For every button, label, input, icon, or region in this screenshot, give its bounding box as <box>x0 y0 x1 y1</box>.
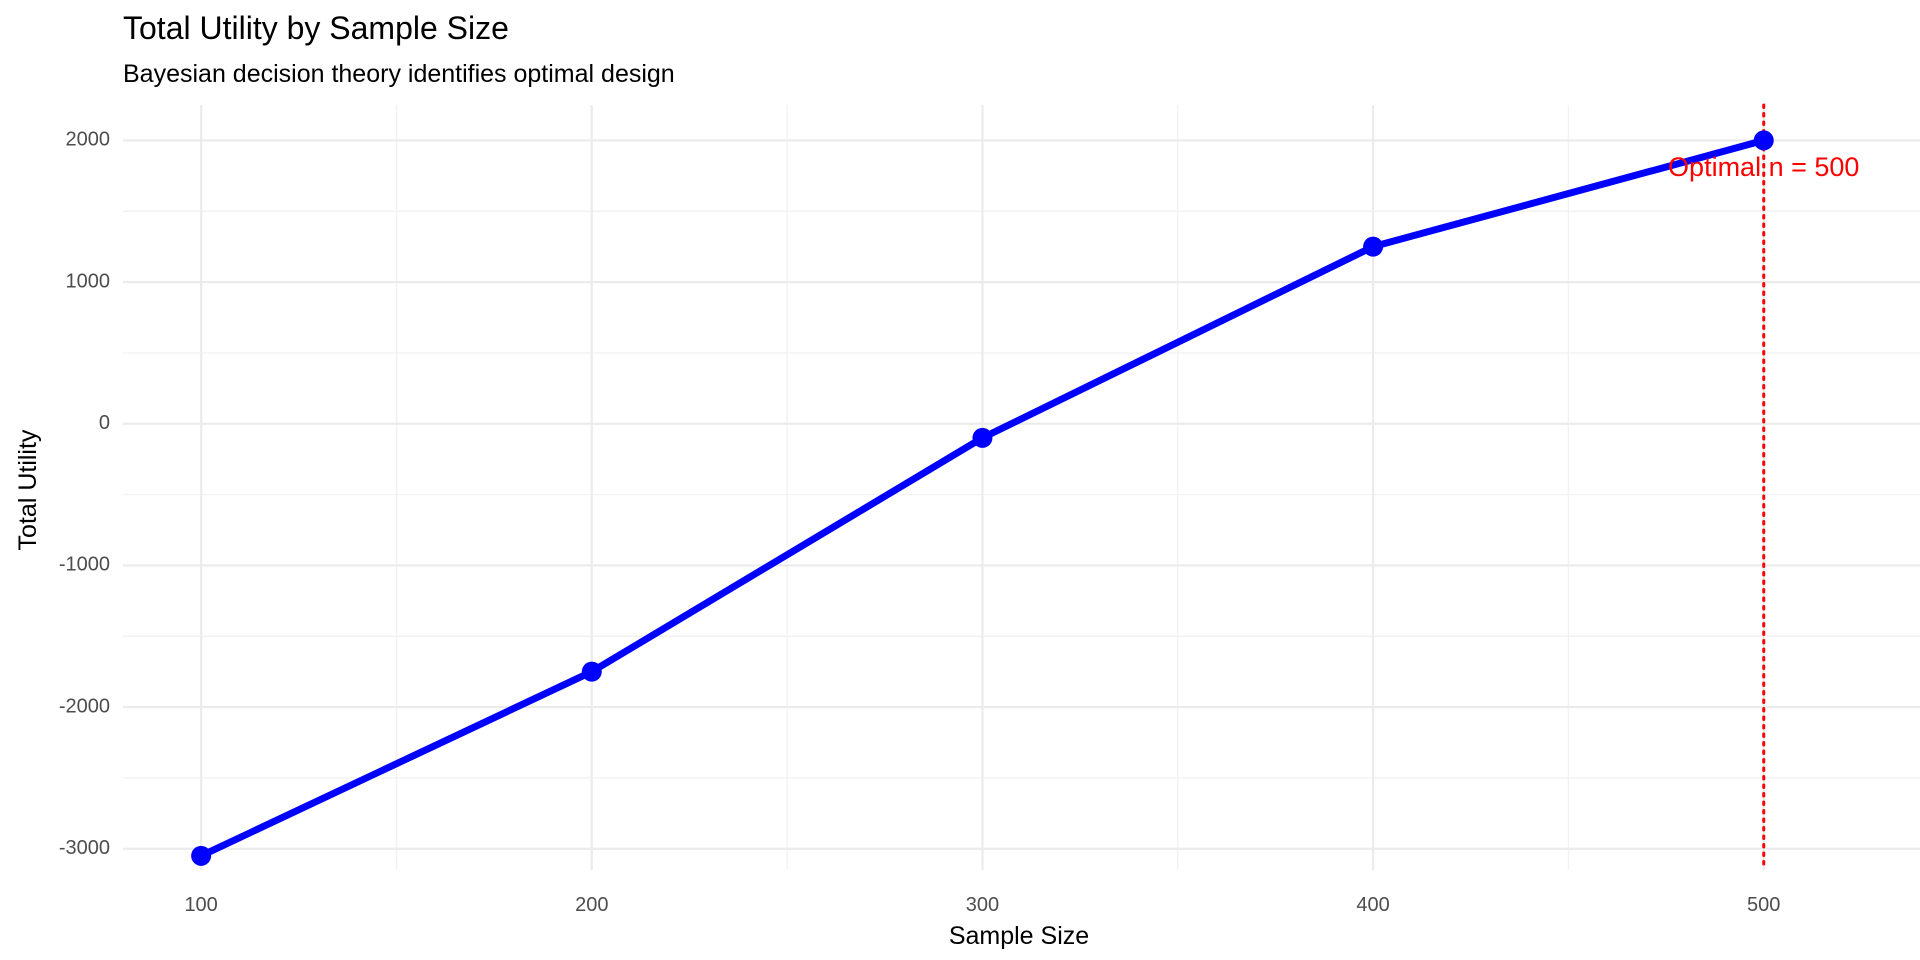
data-point <box>1753 130 1774 151</box>
x-axis-title: Sample Size <box>949 922 1089 950</box>
x-tick-label: 100 <box>184 894 217 916</box>
axes: 100 200 300 400 500 -3000 -2000 -1000 0 1000 2000 <box>59 129 1781 916</box>
y-tick-label: 0 <box>99 412 110 434</box>
x-tick-label: 400 <box>1356 894 1389 916</box>
y-axis-title: Total Utility <box>14 429 42 550</box>
x-tick-label: 300 <box>966 894 999 916</box>
data-point <box>581 661 602 682</box>
plot-area: Optimal n = 500 <box>123 103 1920 872</box>
x-tick-label: 200 <box>575 894 608 916</box>
chart-subtitle: Bayesian decision theory identifies opti… <box>123 60 675 88</box>
chart-title: Total Utility by Sample Size <box>123 10 509 46</box>
y-tick-label: 1000 <box>66 270 111 292</box>
y-tick-label: -1000 <box>59 554 110 576</box>
optimal-annotation: Optimal n = 500 <box>1668 152 1859 182</box>
y-tick-label: 2000 <box>66 129 111 151</box>
y-tick-label: -3000 <box>59 837 110 859</box>
data-point <box>191 845 212 866</box>
data-point <box>1363 236 1384 257</box>
data-point <box>972 427 993 448</box>
x-tick-label: 500 <box>1747 894 1780 916</box>
y-tick-label: -2000 <box>59 695 110 717</box>
